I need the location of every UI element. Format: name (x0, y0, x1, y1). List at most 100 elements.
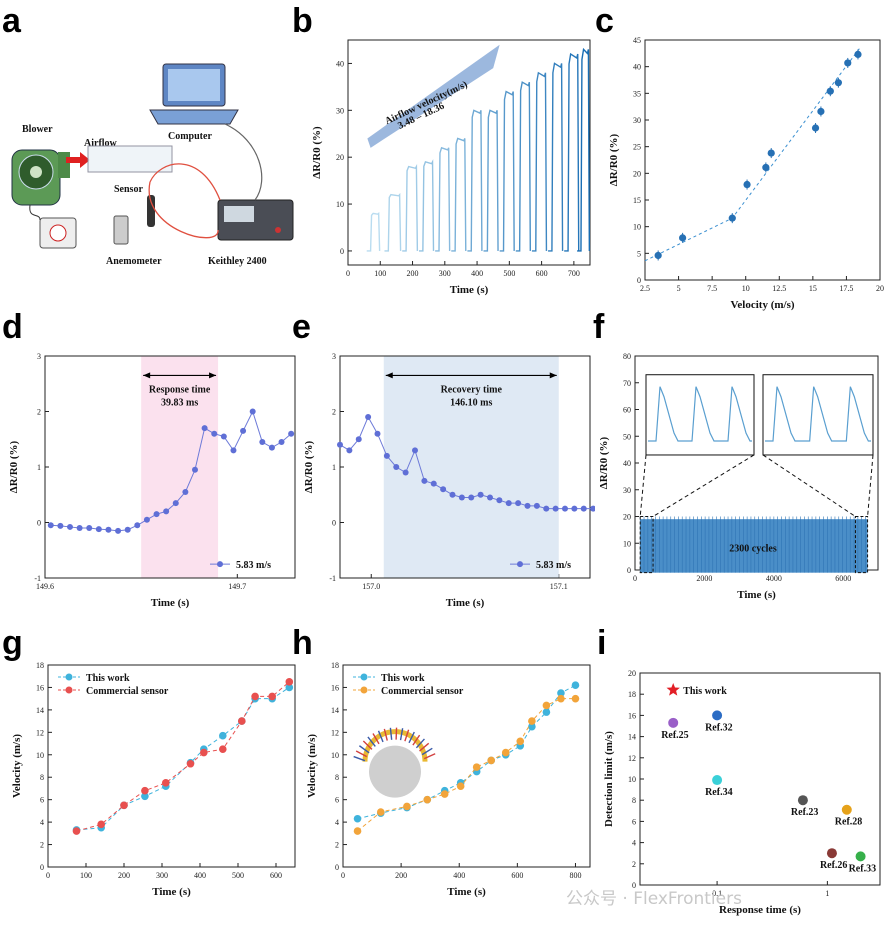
legend-marker (217, 561, 223, 568)
label-airflow: Airflow (84, 138, 118, 149)
legend-marker (65, 686, 73, 694)
chart-c: 0 5 10 15 20 25 30 35 40 45 2.5 5 7.5 10 12.5 15 17.5 20 V… (608, 36, 884, 311)
y-tick-label: 0 (340, 247, 344, 256)
data-point (238, 717, 246, 725)
x-tick-label: 0 (46, 871, 50, 880)
x-tick-label: 100 (374, 269, 386, 278)
nanowire-bristle (415, 738, 425, 749)
data-point (542, 701, 551, 710)
panel-label-c: c (595, 2, 614, 40)
data-point (353, 814, 362, 823)
data-point (105, 526, 112, 533)
y-tick-label: 20 (336, 153, 344, 162)
arrow-head-left-icon (385, 372, 393, 379)
data-point (374, 430, 381, 437)
data-point (590, 505, 595, 512)
data-point (141, 792, 149, 801)
data-point (355, 436, 362, 443)
data-point (557, 689, 565, 697)
data-point (449, 491, 456, 498)
data-point (487, 494, 493, 501)
x-tick-label: 0 (346, 269, 350, 278)
y-tick-label: 10 (331, 751, 339, 760)
data-point (162, 779, 170, 787)
zoom-link (867, 454, 874, 517)
y-tick-label: 0 (637, 276, 641, 285)
y-tick-label: 15 (633, 196, 641, 205)
x-tick-label: 500 (503, 269, 515, 278)
pulse-series (435, 146, 451, 252)
data-point (767, 149, 775, 157)
plot-frame (644, 39, 881, 281)
y-tick-label: 3 (37, 352, 41, 361)
zoom-link (652, 454, 755, 517)
data-point (571, 681, 580, 689)
nanowire-bristle (358, 745, 370, 754)
annotation-value: 39.83 ms (161, 397, 198, 408)
data-point (728, 214, 736, 222)
nanowire-bristle (367, 736, 376, 747)
data-point (743, 180, 751, 189)
data-point (141, 786, 149, 795)
pulse-series (564, 52, 580, 252)
data-point (153, 511, 160, 518)
data-point (285, 678, 294, 686)
y-axis-label: Velocity (m/s) (11, 734, 23, 798)
zoom-link (639, 454, 647, 517)
y-tick-label: 0 (632, 881, 636, 890)
nanowire-bristle (362, 740, 373, 750)
data-point (542, 708, 551, 716)
y-tick-label: 50 (623, 432, 631, 441)
inset-frame (762, 374, 874, 456)
annotation-title: Recovery time (441, 384, 503, 395)
legend-marker (360, 686, 368, 694)
data-point (468, 494, 475, 501)
pulse-series (499, 90, 515, 252)
x-tick-label: 700 (568, 269, 580, 278)
data-point (528, 717, 536, 725)
y-tick-label: 2 (40, 841, 44, 850)
y-tick-label: 25 (633, 143, 641, 152)
nanowire-bristle (377, 730, 384, 743)
point-label: Ref.23 (791, 807, 819, 818)
fiber-illustration (369, 745, 421, 798)
anemometer-device (113, 215, 129, 245)
y-tick-label: 10 (336, 200, 344, 209)
star-marker-icon (666, 683, 680, 696)
data-point (72, 827, 81, 835)
x-tick-label: 17.5 (839, 284, 853, 293)
point-label: Ref.28 (835, 817, 863, 828)
highlight-region (383, 356, 559, 578)
data-point (571, 505, 578, 512)
data-point (240, 427, 247, 434)
x-tick-label: 400 (453, 871, 465, 880)
y-tick-label: 2 (332, 408, 336, 417)
y-tick-label: 30 (623, 486, 631, 495)
y-tick-label: 0 (40, 863, 44, 872)
x-tick-label: 300 (439, 269, 451, 278)
data-point (201, 425, 208, 432)
x-tick-label: 600 (270, 871, 282, 880)
data-point (440, 790, 449, 798)
chart-d: -1 0 1 2 3 149.6 149.7 Time (s) ΔR/R0 (%) Respons… (10, 352, 296, 609)
data-point (826, 848, 837, 859)
x-tick-label: 600 (536, 269, 548, 278)
data-point (533, 502, 540, 509)
x-tick-label: 100 (80, 871, 92, 880)
data-point (57, 522, 64, 529)
chart-h: 0 2 4 6 8 10 12 14 16 18 0 200 400 600 800 Time (s) Velo… (306, 661, 591, 898)
highlight-region (141, 356, 219, 578)
data-point (668, 717, 679, 728)
plot-frame (342, 664, 591, 868)
label-anemometer: Anemometer (106, 256, 162, 267)
data-point (412, 447, 418, 454)
x-tick-label: 5 (677, 284, 681, 293)
label-computer: Computer (168, 131, 212, 142)
data-point (501, 748, 510, 757)
pulse-series (577, 47, 591, 252)
data-point (844, 59, 852, 67)
data-point (200, 748, 208, 757)
y-tick-label: 20 (628, 669, 636, 678)
plot-frame (47, 664, 296, 868)
pulse-series (467, 109, 483, 252)
